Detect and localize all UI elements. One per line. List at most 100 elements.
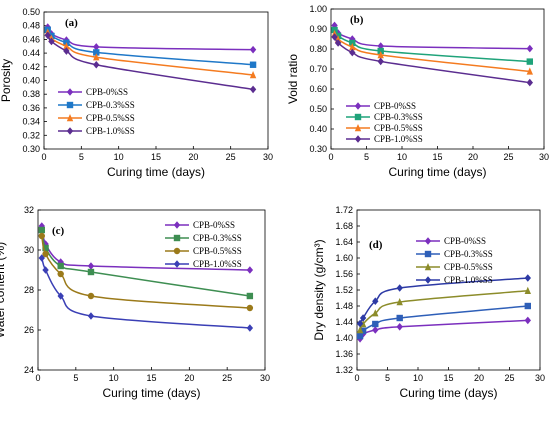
data-point [396, 314, 403, 322]
data-point [396, 298, 403, 306]
x-tick-label: 20 [188, 152, 198, 162]
data-point [87, 268, 95, 276]
chart-panel-1: 0 5 10 15 20 25 30 0.30 0.32 0.34 0.36 0.38 0.40 0.42… [0, 7, 273, 179]
legend-marker [424, 250, 432, 258]
legend-label: CPB-0.5%SS [444, 262, 493, 272]
data-point [372, 320, 379, 328]
y-tick-label: 1.32 [335, 365, 353, 375]
series-line [333, 25, 530, 50]
x-tick-label: 25 [222, 373, 232, 383]
data-point [246, 304, 254, 312]
legend-marker [424, 276, 432, 284]
legend-marker [354, 124, 362, 132]
y-tick-label: 28 [24, 285, 34, 295]
data-point [246, 292, 254, 300]
y-tick-label: 0.40 [22, 76, 40, 86]
legend-entry: CPB-0%SS [346, 101, 416, 111]
y-tick-label: 0.40 [309, 124, 327, 134]
panel-label: (d) [369, 239, 383, 251]
y-tick-label: 1.44 [335, 317, 353, 327]
legend-marker [66, 114, 74, 122]
x-tick-label: 25 [504, 373, 514, 383]
x-tick-label: 0 [354, 373, 359, 383]
x-tick-label: 0 [35, 373, 40, 383]
data-point [396, 323, 403, 331]
legend-marker [66, 88, 74, 96]
legend-entry: CPB-0.3%SS [416, 249, 493, 259]
legend-marker [354, 102, 362, 110]
data-point [359, 327, 367, 334]
x-tick-label: 5 [73, 373, 78, 383]
data-point [38, 254, 45, 262]
x-tick-label: 20 [184, 373, 194, 383]
x-tick-label: 0 [41, 152, 46, 162]
legend-marker [424, 237, 432, 245]
legend-entry: CPB-0.5%SS [346, 123, 423, 133]
data-point [93, 49, 100, 56]
x-tick-label: 20 [468, 152, 478, 162]
data-point [372, 297, 379, 305]
x-tick-label: 30 [260, 373, 270, 383]
x-tick-label: 30 [539, 152, 549, 162]
legend-entry: CPB-1.0%SS [58, 126, 135, 136]
series-line [47, 32, 254, 76]
panel-label: (b) [350, 14, 364, 26]
y-tick-label: 1.36 [335, 349, 353, 359]
legend-label: CPB-0%SS [444, 236, 486, 246]
x-tick-label: 10 [413, 373, 423, 383]
x-tick-label: 30 [535, 373, 545, 383]
data-point [38, 232, 45, 240]
data-point [249, 71, 257, 79]
series-line [47, 26, 254, 51]
legend-entry: CPB-1.0%SS [165, 259, 242, 269]
y-tick-label: 1.48 [335, 301, 353, 311]
x-axis-title: Curing time (days) [107, 165, 205, 179]
data-point [526, 78, 533, 87]
series-3 [44, 28, 257, 79]
data-point [246, 324, 254, 332]
legend-entry: CPB-1.0%SS [416, 275, 493, 285]
legend-label: CPB-0.5%SS [193, 246, 242, 256]
y-tick-label: 0.44 [22, 48, 40, 58]
y-tick-label: 0.80 [309, 44, 327, 54]
data-point [377, 51, 384, 59]
data-point [249, 45, 257, 54]
data-point [524, 274, 531, 282]
data-point [356, 332, 364, 340]
legend-label: CPB-1.0%SS [444, 275, 493, 285]
legend-label: CPB-0%SS [193, 220, 235, 230]
y-tick-label: 0.36 [22, 103, 40, 113]
x-tick-label: 10 [109, 373, 119, 383]
legend-marker [173, 260, 181, 268]
y-tick-label: 1.60 [335, 253, 353, 263]
series-line [41, 257, 250, 329]
x-axis-title: Curing time (days) [388, 165, 486, 179]
legend-entry: CPB-0.5%SS [165, 246, 242, 256]
data-point [63, 42, 70, 50]
chart-panel-4: 0 5 10 15 20 25 30 1.32 1.36 1.40 1.44 1.48 1.52 1.56… [312, 205, 545, 400]
chart-panel-2: 0 5 10 15 20 25 30 0.30 0.40 0.50 0.60 0.70 0.80 0.90… [286, 4, 549, 179]
data-point [356, 326, 364, 334]
plot-frame [43, 11, 269, 150]
y-tick-label: 0.48 [22, 21, 40, 31]
data-point [57, 262, 64, 270]
y-tick-label: 0.30 [22, 144, 40, 154]
x-tick-label: 25 [226, 152, 236, 162]
y-tick-label: 0.50 [22, 7, 40, 17]
x-tick-label: 5 [385, 373, 390, 383]
legend-entry: CPB-0.3%SS [165, 233, 242, 243]
data-point [526, 58, 533, 65]
series-line [359, 319, 528, 340]
data-point [524, 302, 531, 310]
x-tick-label: 5 [79, 152, 84, 162]
legend-marker [173, 247, 181, 255]
x-tick-label: 15 [432, 152, 442, 162]
y-axis-title: Dry density (g/cm³) [312, 239, 326, 340]
legend-label: CPB-0.3%SS [444, 249, 493, 259]
legend-label: CPB-1.0%SS [86, 126, 135, 136]
data-point [93, 43, 100, 51]
y-tick-label: 1.56 [335, 269, 353, 279]
data-point [372, 309, 379, 317]
data-point [372, 326, 379, 334]
series-line [41, 235, 250, 309]
